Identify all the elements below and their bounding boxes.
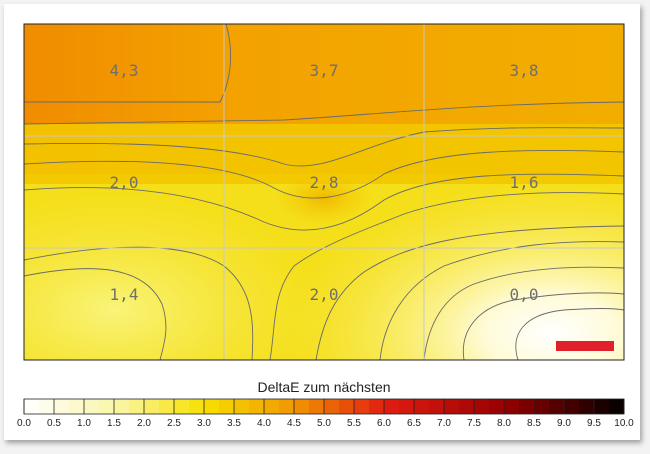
contour-line [515, 308, 624, 360]
legend-swatch [264, 399, 280, 414]
legend-swatch [474, 399, 490, 414]
legend-swatch [249, 399, 265, 414]
legend-tick-label: 0.5 [47, 418, 61, 429]
contour-line [24, 173, 624, 231]
legend-swatch [309, 399, 325, 414]
cell-value-label: 4,3 [110, 61, 139, 80]
cell-value-label: 2,0 [110, 173, 139, 192]
legend-tick-label: 0.0 [17, 418, 31, 429]
cell-value-labels: 4,3 3,7 3,8 2,0 2,8 1,6 1,4 2,0 0,0 [110, 61, 539, 304]
legend-swatch [429, 399, 445, 414]
contour-line [24, 246, 254, 360]
legend-swatch [609, 399, 625, 414]
legend-tick-label: 4.0 [257, 418, 271, 429]
legend-swatch [534, 399, 550, 414]
cell-value-label: 3,7 [310, 61, 339, 80]
legend-swatch [354, 399, 370, 414]
legend-tick-label: 1.0 [77, 418, 91, 429]
legend-swatch [84, 399, 100, 414]
legend-swatch [369, 399, 385, 414]
contour-line [24, 24, 231, 103]
contour-line [24, 149, 624, 199]
legend-tick-label: 8.5 [527, 418, 541, 429]
legend-tick-label: 1.5 [107, 418, 121, 429]
red-marker [556, 341, 614, 351]
legend-swatch [459, 399, 475, 414]
cell-value-label: 0,0 [510, 285, 539, 304]
legend-tick-label: 5.0 [317, 418, 331, 429]
cell-value-label: 2,8 [310, 173, 339, 192]
chart-frame: 4,3 3,7 3,8 2,0 2,8 1,6 1,4 2,0 0,0 DeltaE zum n… [4, 4, 640, 440]
legend-swatch [99, 399, 115, 414]
legend-swatch [399, 399, 415, 414]
contour-line [423, 266, 624, 360]
legend-tick-label: 10.0 [614, 418, 634, 429]
cell-value-label: 1,6 [510, 173, 539, 192]
legend-swatch [24, 399, 40, 414]
legend-swatch [324, 399, 340, 414]
legend-tick-label: 3.5 [227, 418, 241, 429]
legend-swatch [174, 399, 190, 414]
legend-tick-label: 9.5 [587, 418, 601, 429]
contour-line [315, 225, 624, 360]
legend-swatch [414, 399, 430, 414]
legend-tick-label: 3.0 [197, 418, 211, 429]
legend-swatch [339, 399, 355, 414]
legend-swatch [564, 399, 580, 414]
legend-swatch [489, 399, 505, 414]
legend-swatch [294, 399, 310, 414]
contour-line [269, 192, 624, 360]
legend-tick-label: 6.5 [407, 418, 421, 429]
heatmap-plot-area [24, 24, 624, 360]
legend-swatch [204, 399, 220, 414]
legend-swatch [384, 399, 400, 414]
plot-border [23, 23, 625, 361]
legend-swatch [129, 399, 145, 414]
cell-value-label: 2,0 [310, 285, 339, 304]
legend-tick-label: 9.0 [557, 418, 571, 429]
heatmap-right-low [24, 24, 624, 360]
legend-swatch [219, 399, 235, 414]
legend-swatch [159, 399, 175, 414]
legend-swatch [594, 399, 610, 414]
contour-line [379, 241, 624, 360]
cell-value-label: 1,4 [110, 285, 139, 304]
legend-swatch [549, 399, 565, 414]
legend-swatch [69, 399, 85, 414]
legend-color-scale [23, 398, 625, 415]
legend-tick-label: 2.0 [137, 418, 151, 429]
cell-value-label: 3,8 [510, 61, 539, 80]
legend-swatch [579, 399, 595, 414]
legend-swatch [54, 399, 70, 414]
legend-title: DeltaE zum nächsten [257, 379, 390, 395]
legend-tick-label: 2.5 [167, 418, 181, 429]
contour-line [24, 101, 624, 125]
legend-tick-label: 4.5 [287, 418, 301, 429]
legend-tick-label: 7.0 [437, 418, 451, 429]
legend-tick-label: 5.5 [347, 418, 361, 429]
legend-swatch [279, 399, 295, 414]
legend-tick-labels: 0.0 0.5 1.0 1.5 2.0 2.5 3.0 3.5 4.0 4.5 5.0 5.5 6.0 6… [17, 399, 634, 429]
legend-tick-label: 6.0 [377, 418, 391, 429]
legend-tick-label: 7.5 [467, 418, 481, 429]
contour-line [462, 292, 624, 360]
legend-swatch [189, 399, 205, 414]
legend-swatch [519, 399, 535, 414]
legend-swatch [144, 399, 160, 414]
legend-swatch [39, 399, 55, 414]
legend-swatch [234, 399, 250, 414]
contour-lines [24, 24, 624, 360]
legend-swatch [444, 399, 460, 414]
grid-lines [24, 24, 624, 360]
contour-line [24, 127, 624, 167]
legend-swatch [504, 399, 520, 414]
heatmap-chart: 4,3 3,7 3,8 2,0 2,8 1,6 1,4 2,0 0,0 DeltaE zum n… [17, 23, 634, 429]
legend-tick-label: 8.0 [497, 418, 511, 429]
legend-swatch [114, 399, 130, 414]
contour-line [24, 268, 167, 360]
